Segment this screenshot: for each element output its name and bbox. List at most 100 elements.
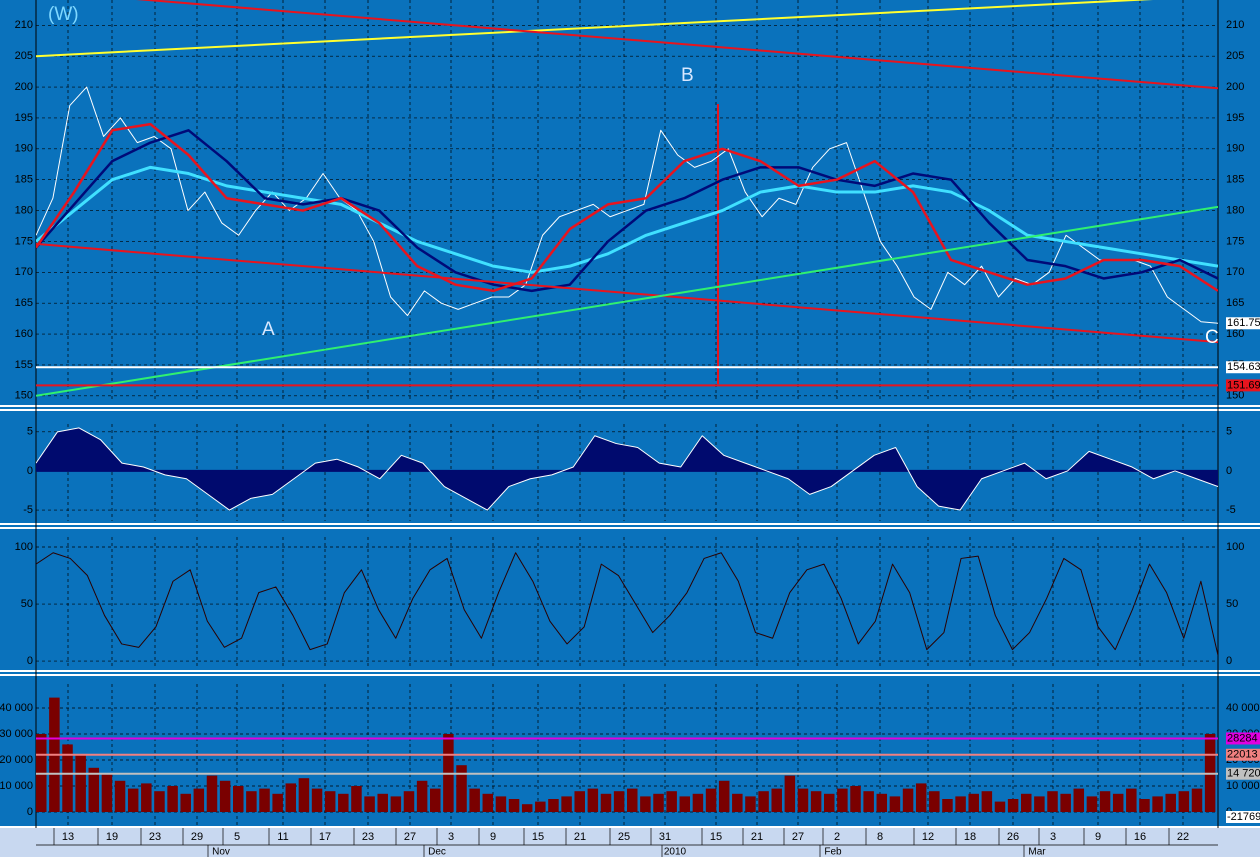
bottom-tag <box>1226 811 1260 823</box>
x-tick-label: 11 <box>277 831 288 843</box>
bar <box>1152 796 1163 812</box>
bar <box>390 796 402 812</box>
bar <box>981 791 993 812</box>
bar <box>587 788 599 812</box>
bar <box>613 791 625 812</box>
bar <box>1139 798 1150 812</box>
y-tick-label: 170 <box>15 266 33 278</box>
price-tag-label: 154.63 <box>1227 361 1260 373</box>
y-tick-label: 210 <box>15 19 33 31</box>
bar <box>1047 791 1058 812</box>
bar <box>141 783 152 812</box>
bar <box>508 798 520 812</box>
x-tick-label: 13 <box>62 831 74 843</box>
x-tick-label: 17 <box>319 831 331 843</box>
bar <box>994 801 1006 812</box>
y-tick-label: 200 <box>15 81 33 93</box>
y-tick-label: 210 <box>1226 19 1244 31</box>
y-tick-label: 0 <box>1226 655 1232 667</box>
bar <box>561 796 572 812</box>
x-tick-label: 19 <box>106 831 118 843</box>
y-tick-label: 205 <box>1226 50 1244 62</box>
area <box>36 427 1218 511</box>
panel <box>36 427 1218 511</box>
x-tick-label: 3 <box>448 831 454 843</box>
month-label: Dec <box>428 847 446 857</box>
bar <box>653 793 664 812</box>
x-tick-label: 26 <box>1007 831 1019 843</box>
bar <box>810 791 822 812</box>
y-tick-label: 190 <box>15 143 33 155</box>
bar <box>377 793 388 812</box>
bar <box>430 788 441 812</box>
price-tag <box>1226 317 1260 330</box>
bar <box>548 798 559 812</box>
y-tick-label: 180 <box>15 204 33 216</box>
x-tick-label: 23 <box>149 831 161 843</box>
bar <box>75 754 86 812</box>
bar <box>1178 791 1190 812</box>
bar <box>88 767 100 812</box>
bar <box>338 793 349 812</box>
x-tick-label: 22 <box>1177 831 1189 843</box>
bar <box>640 796 651 812</box>
date-axis-band <box>0 828 1260 857</box>
bar <box>771 788 782 812</box>
y-tick-label: 165 <box>15 297 33 309</box>
y-tick-label: 175 <box>15 235 33 247</box>
bar <box>1021 793 1032 812</box>
x-tick-label: 21 <box>751 831 763 843</box>
bar <box>902 788 914 812</box>
area-edge <box>36 427 1218 511</box>
wave-label: B <box>681 65 694 86</box>
series-line <box>136 0 1218 90</box>
x-tick-label: 12 <box>922 831 934 843</box>
bar <box>180 793 191 812</box>
bar <box>758 791 769 812</box>
bar <box>364 796 375 812</box>
series-line <box>36 86 1218 324</box>
bar <box>692 793 704 812</box>
bar <box>574 791 585 812</box>
bar <box>495 796 507 812</box>
series-line <box>36 122 1218 293</box>
y-tick-label: 5 <box>1226 426 1232 438</box>
level-tag <box>1226 732 1260 745</box>
y-tick-label: 195 <box>1226 112 1244 124</box>
price-tag <box>1226 361 1260 374</box>
bar <box>456 765 467 812</box>
y-tick-label: 50 <box>21 598 33 610</box>
bar <box>535 801 546 812</box>
y-tick-label: 100 <box>15 541 33 553</box>
month-label: Feb <box>824 847 842 857</box>
x-tick-label: 9 <box>1095 831 1101 843</box>
bar <box>915 783 927 812</box>
bar <box>797 788 809 812</box>
bar <box>1112 793 1124 812</box>
bar <box>1086 796 1098 812</box>
bar <box>889 796 901 812</box>
bar <box>1073 788 1085 812</box>
x-tick-label: 2 <box>834 831 840 843</box>
bar <box>259 788 270 812</box>
level-tag-label: 28284 <box>1227 732 1258 744</box>
bar <box>154 791 165 812</box>
bar <box>167 785 178 812</box>
wave-label: C <box>1205 327 1219 348</box>
bar <box>1007 798 1019 812</box>
y-tick-label: 155 <box>15 359 33 371</box>
y-tick-label: 10 000 <box>1226 780 1260 792</box>
bar <box>955 796 966 812</box>
bar <box>784 775 796 812</box>
y-tick-label: -5 <box>23 504 33 516</box>
y-tick-label: -5 <box>1226 504 1236 516</box>
bar <box>246 791 257 812</box>
price-tag <box>1226 379 1260 392</box>
bar <box>929 791 940 812</box>
bar <box>521 804 533 812</box>
y-tick-label: 20 000 <box>0 754 33 766</box>
y-tick-label: 175 <box>1226 235 1244 247</box>
y-tick-label: 205 <box>15 50 33 62</box>
bar <box>469 788 480 812</box>
